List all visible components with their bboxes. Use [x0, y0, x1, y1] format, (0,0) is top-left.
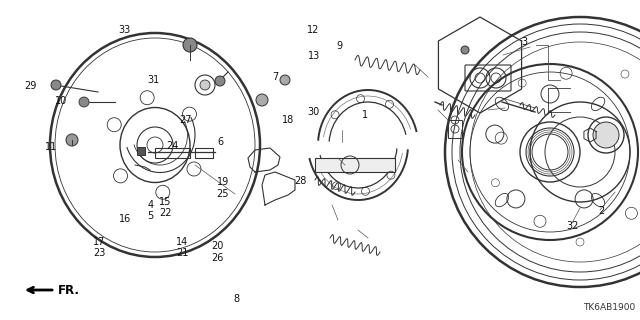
Bar	[448, 120, 462, 138]
Text: 12: 12	[307, 25, 320, 36]
Circle shape	[183, 38, 197, 52]
Circle shape	[215, 76, 225, 86]
Text: 20: 20	[211, 241, 224, 252]
Text: 7: 7	[272, 72, 278, 82]
Text: 19: 19	[216, 177, 229, 188]
Circle shape	[79, 97, 89, 107]
Text: 33: 33	[118, 25, 131, 36]
Text: 5: 5	[147, 211, 154, 221]
Text: 32: 32	[566, 220, 579, 231]
Text: 22: 22	[159, 208, 172, 218]
Text: 15: 15	[159, 196, 172, 207]
Circle shape	[593, 122, 619, 148]
Text: 23: 23	[93, 248, 106, 258]
Text: 30: 30	[307, 107, 320, 117]
Text: 28: 28	[294, 176, 307, 186]
Circle shape	[66, 134, 78, 146]
Text: 17: 17	[93, 236, 106, 247]
Bar	[137, 147, 145, 155]
Circle shape	[200, 80, 210, 90]
Text: TK6AB1900: TK6AB1900	[583, 303, 635, 312]
Text: 1: 1	[362, 110, 368, 120]
Text: 8: 8	[234, 294, 240, 304]
Text: 27: 27	[179, 115, 192, 125]
Text: 14: 14	[176, 236, 189, 247]
Text: 4: 4	[147, 200, 154, 210]
Text: 3: 3	[522, 36, 528, 47]
Text: 25: 25	[216, 188, 229, 199]
Text: 16: 16	[118, 214, 131, 224]
Circle shape	[461, 46, 469, 54]
Text: 26: 26	[211, 252, 224, 263]
Circle shape	[256, 94, 268, 106]
Text: 18: 18	[282, 115, 294, 125]
Text: 21: 21	[176, 248, 189, 258]
Text: FR.: FR.	[58, 284, 80, 297]
Text: 6: 6	[218, 137, 224, 148]
Text: 24: 24	[166, 140, 179, 151]
Text: 10: 10	[54, 96, 67, 106]
Text: 13: 13	[307, 51, 320, 61]
Bar	[315, 158, 395, 172]
Circle shape	[51, 80, 61, 90]
Bar	[195, 148, 213, 158]
Circle shape	[280, 75, 290, 85]
Text: 9: 9	[336, 41, 342, 52]
Text: 11: 11	[45, 142, 58, 152]
Text: 2: 2	[598, 206, 605, 216]
Bar	[155, 148, 190, 158]
Text: 29: 29	[24, 81, 37, 92]
Text: 31: 31	[147, 75, 160, 85]
